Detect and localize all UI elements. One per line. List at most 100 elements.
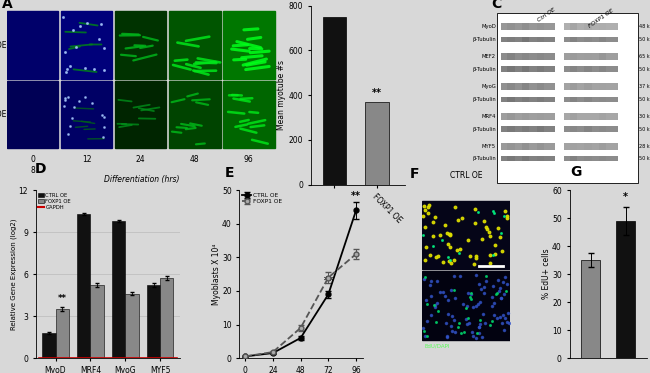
Bar — [537, 113, 544, 120]
Bar — [599, 66, 606, 72]
Text: Ctrl OE: Ctrl OE — [537, 7, 557, 23]
Y-axis label: Myoblasts X 10⁴: Myoblasts X 10⁴ — [212, 244, 220, 305]
Text: F: F — [410, 167, 419, 182]
Bar — [584, 113, 592, 120]
Bar — [599, 156, 606, 162]
Text: 0: 0 — [30, 156, 35, 164]
Text: MyoG: MyoG — [481, 84, 496, 89]
Bar — [564, 126, 617, 132]
Y-axis label: % EdU+ cells: % EdU+ cells — [541, 249, 551, 300]
Bar — [599, 143, 606, 150]
Bar — [508, 53, 515, 60]
Bar — [501, 37, 555, 42]
Bar — [584, 66, 592, 72]
Text: 50 kD: 50 kD — [640, 126, 650, 132]
Text: Differentiation (hrs): Differentiation (hrs) — [104, 175, 179, 184]
Bar — [570, 113, 577, 120]
Bar — [570, 126, 577, 132]
Text: MYF5: MYF5 — [482, 144, 496, 149]
Text: **: ** — [351, 191, 361, 201]
Bar — [599, 126, 606, 132]
Text: 50 kD: 50 kD — [640, 156, 650, 161]
Text: A: A — [2, 0, 13, 11]
Bar — [501, 143, 555, 150]
Text: *: * — [623, 192, 628, 202]
Text: 24: 24 — [136, 156, 146, 164]
Bar — [570, 97, 577, 102]
Bar — [584, 126, 592, 132]
Text: FOXP1 OE: FOXP1 OE — [588, 7, 614, 28]
Bar — [6, 12, 58, 79]
Text: β-Tubulin: β-Tubulin — [473, 67, 496, 72]
Bar — [522, 83, 529, 90]
Text: β-Tubulin: β-Tubulin — [473, 156, 496, 161]
Bar — [508, 66, 515, 72]
Bar — [537, 37, 544, 42]
Text: 37 kD: 37 kD — [640, 84, 650, 89]
Bar — [497, 13, 638, 183]
Text: **: ** — [58, 294, 67, 303]
Bar — [584, 23, 592, 29]
Bar — [168, 12, 220, 79]
Text: C: C — [491, 0, 501, 11]
Legend: CTRL OE, FOXP1 OE, GAPDH: CTRL OE, FOXP1 OE, GAPDH — [38, 193, 71, 210]
Text: FOXP1 OE: FOXP1 OE — [0, 110, 6, 119]
Bar — [537, 66, 544, 72]
Bar — [112, 221, 125, 358]
Bar — [508, 97, 515, 102]
Text: EdU/DAPI: EdU/DAPI — [424, 343, 450, 348]
Bar — [522, 156, 529, 162]
Bar — [537, 53, 544, 60]
Bar — [570, 83, 577, 90]
Bar — [564, 113, 617, 120]
Bar — [60, 81, 112, 148]
Text: D: D — [34, 163, 46, 176]
Bar — [508, 83, 515, 90]
Y-axis label: Mean myotube #s: Mean myotube #s — [277, 60, 286, 130]
Bar — [599, 97, 606, 102]
Text: G: G — [570, 165, 582, 179]
Bar — [537, 83, 544, 90]
Bar — [125, 294, 138, 358]
Bar — [537, 97, 544, 102]
Bar — [570, 23, 577, 29]
Bar — [564, 156, 617, 162]
Text: 48 kD: 48 kD — [640, 23, 650, 29]
Bar — [537, 156, 544, 162]
Bar — [223, 81, 274, 148]
Bar — [584, 53, 592, 60]
Bar — [599, 23, 606, 29]
Bar — [147, 285, 160, 358]
Text: 50 kD: 50 kD — [640, 37, 650, 42]
Bar — [55, 309, 69, 358]
Bar — [42, 333, 55, 358]
Bar — [570, 66, 577, 72]
Bar — [522, 113, 529, 120]
Bar — [501, 156, 555, 162]
Bar — [584, 97, 592, 102]
Bar — [508, 23, 515, 29]
Bar — [114, 12, 166, 79]
Bar — [522, 66, 529, 72]
Bar — [522, 97, 529, 102]
Bar — [599, 113, 606, 120]
Bar — [501, 23, 555, 29]
Bar — [6, 81, 58, 148]
Bar — [522, 143, 529, 150]
Bar — [508, 156, 515, 162]
Bar — [501, 113, 555, 120]
Bar — [501, 53, 555, 60]
Bar — [522, 53, 529, 60]
Bar — [160, 278, 174, 358]
Bar — [537, 143, 544, 150]
Bar — [508, 126, 515, 132]
Bar — [584, 83, 592, 90]
Text: MEF2: MEF2 — [482, 54, 496, 59]
Bar — [564, 143, 617, 150]
Bar — [323, 17, 346, 185]
Bar — [584, 156, 592, 162]
Text: 30 kD: 30 kD — [640, 114, 650, 119]
Bar — [501, 126, 555, 132]
Text: 48: 48 — [190, 156, 200, 164]
Bar — [584, 143, 592, 150]
